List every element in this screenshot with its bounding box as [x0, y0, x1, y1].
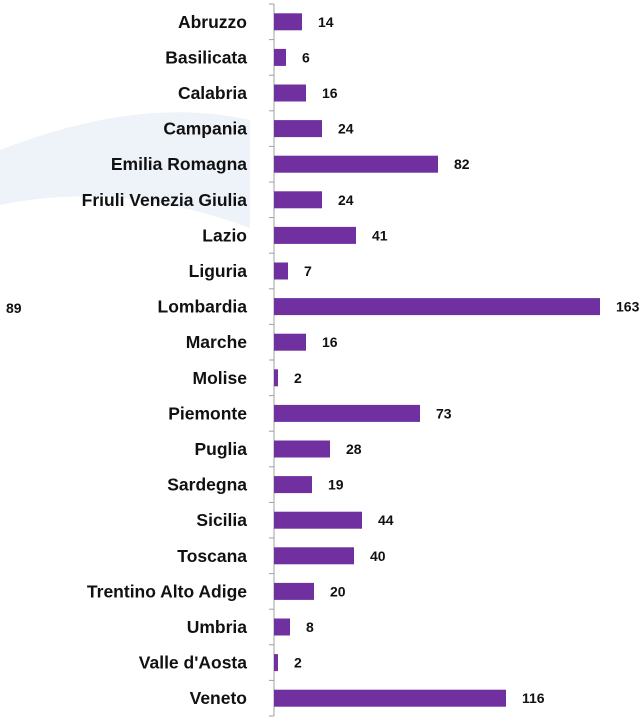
data-label: 7: [304, 263, 312, 279]
bar: [274, 262, 288, 280]
category-label: Campania: [163, 119, 247, 139]
bar: [274, 582, 314, 600]
bar: [274, 226, 356, 244]
data-label: 16: [322, 85, 338, 101]
category-label: Lombardia: [158, 297, 248, 317]
category-label: Valle d'Aosta: [139, 653, 247, 673]
data-label: 28: [346, 441, 362, 457]
bar: [274, 689, 506, 707]
data-label: 44: [378, 512, 394, 528]
bar: [274, 654, 278, 672]
category-label: Sardegna: [167, 475, 247, 495]
category-label: Friuli Venezia Giulia: [82, 190, 248, 210]
data-label: 116: [522, 690, 545, 706]
category-label: Sicilia: [196, 510, 247, 530]
category-label: Liguria: [189, 261, 248, 281]
category-label: Veneto: [190, 688, 247, 708]
data-label: 41: [372, 227, 388, 243]
bar: [274, 333, 306, 351]
data-label: 16: [322, 334, 338, 350]
bar: [274, 511, 362, 529]
bar: [274, 369, 278, 387]
data-label: 20: [330, 583, 346, 599]
category-label: Basilicata: [165, 47, 247, 67]
category-label: Calabria: [178, 83, 247, 103]
category-label: Molise: [193, 368, 248, 388]
data-label: 40: [370, 548, 386, 564]
data-label: 73: [436, 405, 452, 421]
category-label: Lazio: [202, 225, 247, 245]
data-label: 82: [454, 156, 470, 172]
category-label: Piemonte: [168, 403, 247, 423]
bar: [274, 84, 306, 102]
data-label: 8: [306, 619, 314, 635]
bar: [274, 404, 420, 422]
category-label: Toscana: [177, 546, 247, 566]
bar: [274, 298, 600, 316]
bar: [274, 440, 330, 458]
bar: [274, 48, 286, 66]
bar: [274, 547, 354, 565]
category-label: Abruzzo: [178, 12, 247, 32]
bar: [274, 476, 312, 494]
data-label: 19: [328, 477, 344, 493]
data-label: 24: [338, 192, 354, 208]
stray-value-label: 89: [6, 300, 22, 316]
data-label: 14: [318, 14, 334, 30]
data-label: 2: [294, 370, 302, 386]
data-label: 6: [302, 49, 310, 65]
bar: [274, 13, 302, 31]
category-label: Umbria: [187, 617, 248, 637]
bar: [274, 191, 322, 209]
data-label: 24: [338, 121, 354, 137]
data-label: 2: [294, 655, 302, 671]
bar: [274, 155, 438, 173]
category-label: Puglia: [194, 439, 247, 459]
category-label: Marche: [186, 332, 248, 352]
category-label: Trentino Alto Adige: [87, 581, 247, 601]
bar: [274, 618, 290, 636]
category-label: Emilia Romagna: [111, 154, 247, 174]
data-label: 163: [616, 299, 640, 315]
bar: [274, 120, 322, 138]
